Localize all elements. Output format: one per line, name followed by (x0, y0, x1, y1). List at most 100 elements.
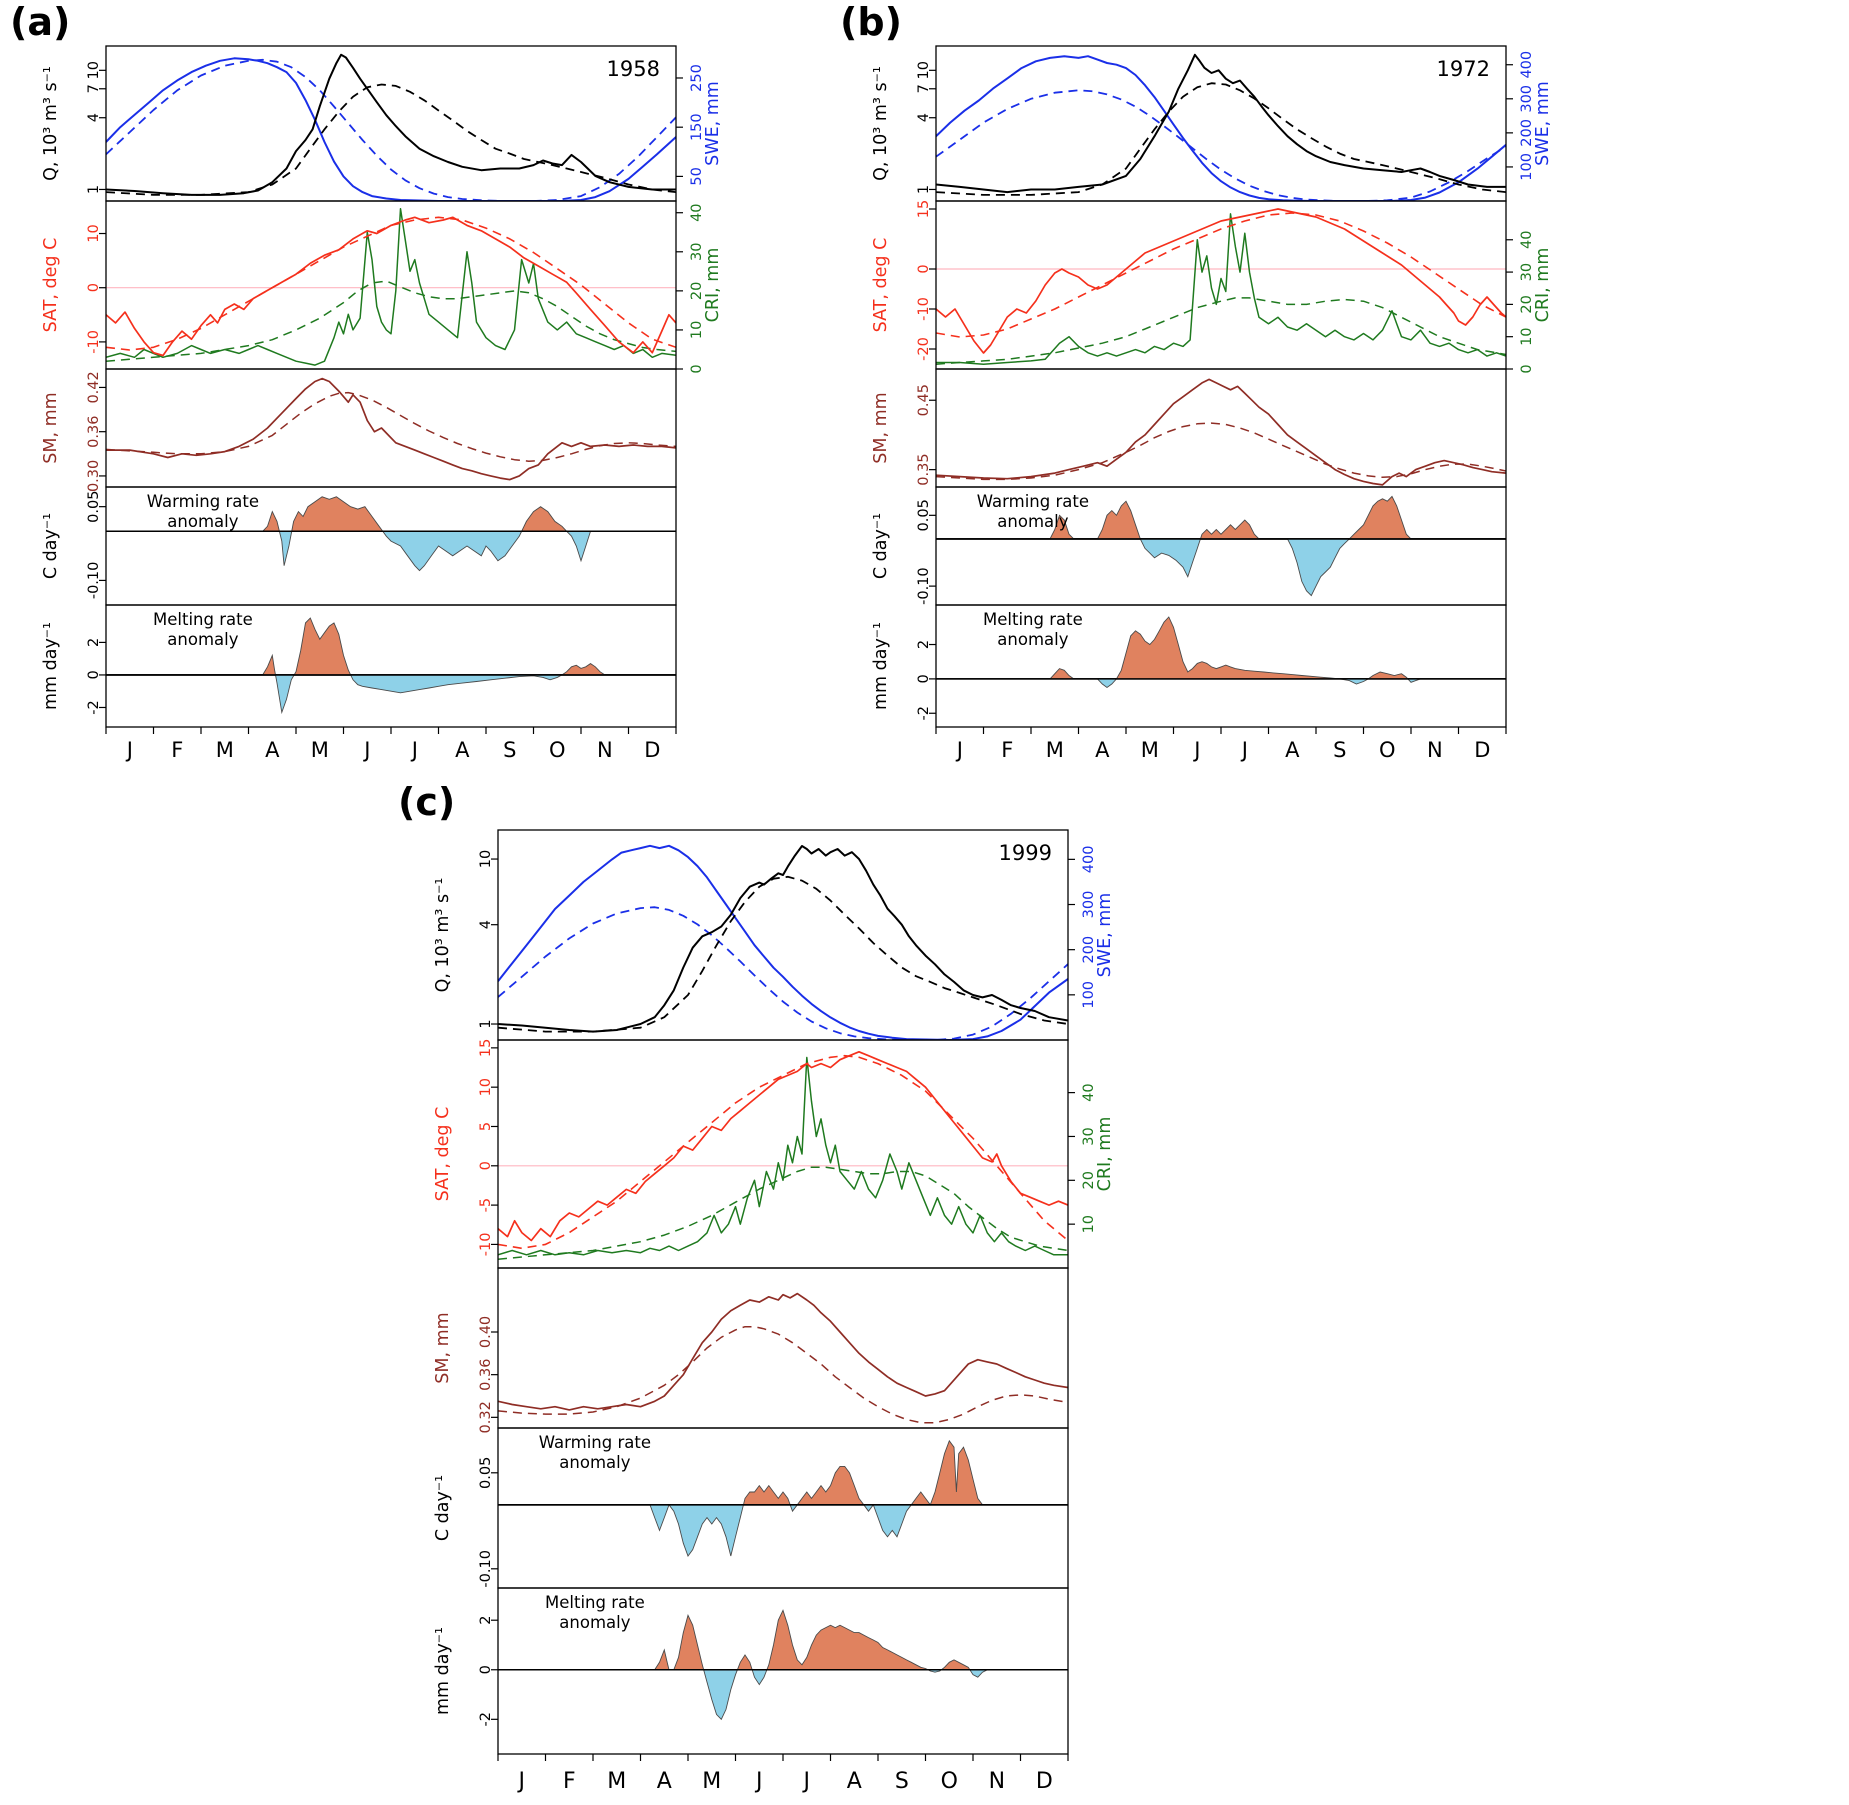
tick-label: 0 (86, 283, 102, 292)
anomaly-area-negative (106, 531, 676, 571)
tick-label: 0.45 (916, 384, 932, 416)
panel-c-plot: 1 4 10 Q, 10³ m³ s⁻¹ 100 200 300 400 SWE, mm 1999… (420, 820, 1120, 1802)
subplot-soil-moisture: 0.32 0.36 0.40 SM, mm (433, 1267, 1069, 1433)
tick-label: 20 (689, 282, 705, 300)
series-line (498, 1325, 1068, 1424)
month-label: J (802, 1769, 811, 1794)
tick-label: 10 (689, 321, 705, 339)
anomaly-area-negative (650, 1504, 912, 1556)
subplot-sat-cri: -10 -5 0 5 10 15 SAT, deg C 10 20 30 40 CRI, mm (433, 1039, 1115, 1269)
month-label: J (1192, 738, 1200, 762)
tick-label: 150 (689, 113, 705, 141)
anomaly-area-negative (1140, 538, 1350, 596)
tick-label: 0.35 (916, 453, 932, 485)
tick-label: -0.10 (86, 562, 102, 600)
series-line (498, 1056, 1068, 1256)
month-label: F (171, 738, 183, 762)
tick-label: 4 (86, 113, 102, 122)
month-label: J (955, 738, 963, 762)
tick-label: -10 (478, 1233, 494, 1257)
series-line (106, 280, 676, 362)
tick-label: -10 (916, 297, 932, 321)
axis-label: CRI, mm (1533, 248, 1553, 323)
subplot-border (105, 45, 677, 202)
tick-label: 300 (1081, 891, 1097, 919)
panel-a-letter: (a) (10, 0, 71, 44)
series-line (498, 875, 1068, 1033)
series-line (936, 212, 1506, 338)
series-line (936, 378, 1506, 486)
month-label: A (847, 1769, 862, 1794)
month-label: A (455, 738, 470, 762)
anomaly-title: anomaly (559, 1613, 630, 1632)
series-line (498, 906, 1068, 1040)
panel-a: 1 4 7 10 Q, 10³ m³ s⁻¹ 50 150 250 SWE, mm 1958 -10… (28, 36, 728, 771)
tick-label: 300 (1519, 85, 1535, 113)
year-label: 1958 (607, 57, 660, 81)
tick-label: 400 (1081, 846, 1097, 874)
year-label: 1972 (1437, 57, 1490, 81)
series-line (498, 1050, 1068, 1242)
tick-label: 40 (689, 203, 705, 221)
subplot-border (497, 1039, 1069, 1269)
tick-label: -20 (916, 337, 932, 361)
anomaly-area-positive (262, 496, 567, 532)
axis-label: SWE, mm (703, 81, 723, 166)
series-line (106, 208, 676, 366)
subplot-sat-cri: -10 0 10 SAT, deg C 0 10 20 30 40 CRI, mm (41, 200, 723, 374)
month-label: O (1379, 738, 1396, 762)
tick-label: 100 (1081, 981, 1097, 1009)
tick-label: 10 (86, 61, 102, 79)
anomaly-title: Warming rate (977, 492, 1089, 511)
subplot-border (497, 829, 1069, 1041)
anomaly-title: Melting rate (545, 1593, 645, 1612)
tick-label: 40 (1081, 1083, 1097, 1101)
subplot-border (935, 200, 1507, 370)
subplot-border (497, 1427, 1069, 1589)
series-line (498, 1292, 1068, 1411)
anomaly-area-positive (1050, 617, 1408, 679)
tick-label: 0 (916, 264, 932, 273)
series-line (106, 216, 676, 357)
series-line (106, 391, 676, 462)
tick-label: -10 (86, 330, 102, 354)
series-line (936, 213, 1506, 365)
subplot-discharge-swe: 1 4 10 Q, 10³ m³ s⁻¹ 100 200 300 400 SWE, mm 1999 (433, 829, 1115, 1041)
month-label: D (1036, 1769, 1053, 1794)
tick-label: 10 (86, 224, 102, 242)
panel-a-plot: 1 4 7 10 Q, 10³ m³ s⁻¹ 50 150 250 SWE, mm 1958 -10… (28, 36, 728, 771)
tick-label: -2 (916, 706, 932, 720)
month-label: M (607, 1769, 626, 1794)
month-label: O (549, 738, 566, 762)
month-label: N (989, 1769, 1005, 1794)
tick-label: 15 (478, 1039, 494, 1057)
anomaly-title: Warming rate (539, 1433, 651, 1452)
tick-label: 200 (1519, 119, 1535, 147)
tick-label: 10 (1081, 1215, 1097, 1233)
axis-label: SM, mm (41, 392, 61, 463)
month-label: O (941, 1769, 958, 1794)
tick-label: 0 (1519, 364, 1535, 373)
tick-label: 0.36 (86, 416, 102, 448)
tick-label: 30 (1081, 1127, 1097, 1145)
tick-label: 1 (86, 185, 102, 194)
tick-label: -0.10 (916, 567, 932, 605)
tick-label: 40 (1519, 231, 1535, 249)
series-line (106, 58, 676, 201)
anomaly-outline (498, 1609, 1068, 1721)
axis-label: C day⁻¹ (871, 513, 891, 579)
tick-label: 2 (478, 1616, 494, 1625)
tick-label: 7 (86, 84, 102, 93)
tick-label: -0.10 (478, 1550, 494, 1588)
series-line (936, 53, 1506, 194)
axis-label: C day⁻¹ (433, 1475, 453, 1541)
anomaly-title: anomaly (997, 630, 1068, 649)
month-label: M (1046, 738, 1064, 762)
series-line (498, 845, 1068, 1033)
tick-label: 1 (916, 185, 932, 194)
